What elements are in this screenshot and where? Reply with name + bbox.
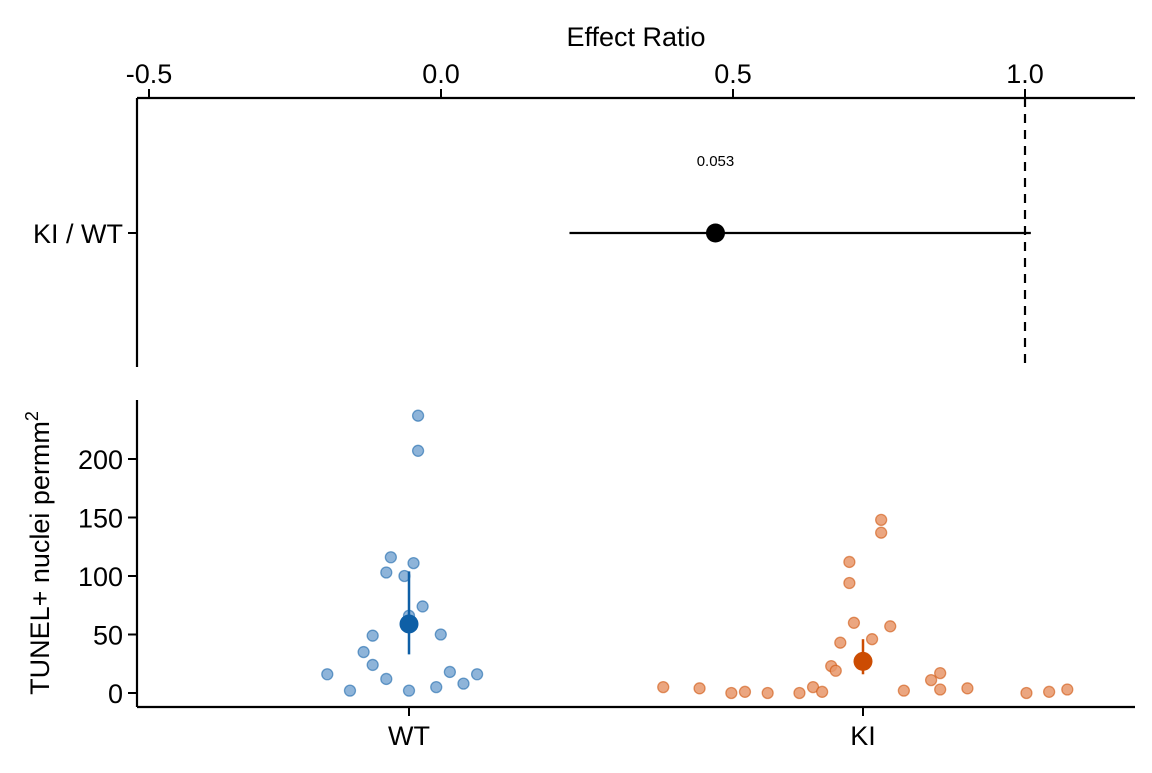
top-y-category-label: KI / WT <box>33 219 123 249</box>
ki-mean-point <box>853 651 873 671</box>
bottom-y-tick-label: 150 <box>78 504 123 534</box>
bottom-y-axis-title-superscript: 2 <box>22 411 42 421</box>
ki-data-point <box>875 526 888 539</box>
ki-data-point <box>1042 685 1056 698</box>
bottom-x-tick-label: KI <box>850 721 876 751</box>
top-x-tick-label: 0.5 <box>714 59 752 89</box>
wt-data-point <box>430 681 443 694</box>
bottom-y-tick-label: 0 <box>108 679 123 709</box>
bottom-y-axis-title: TUNEL+ nuclei permm2 <box>22 411 55 695</box>
ki-data-point <box>1020 686 1033 700</box>
wt-data-point <box>411 444 425 457</box>
ki-data-point <box>934 683 947 696</box>
ki-data-point <box>761 686 774 700</box>
ki-data-point <box>1061 683 1074 696</box>
raw-data-panel: 0 50 100 150 200 TUNEL+ nuclei permm2 WT KI <box>22 400 1135 751</box>
wt-data-point <box>457 677 470 690</box>
ki-data-point <box>693 682 706 695</box>
wt-data-point <box>416 600 429 613</box>
top-x-axis-title: Effect Ratio <box>566 22 705 52</box>
ki-data-point <box>865 633 879 646</box>
bottom-y-tick-label: 200 <box>78 445 123 475</box>
wt-data-point <box>343 684 357 697</box>
effect-point <box>705 223 725 243</box>
bottom-y-axis-title-text: TUNEL+ nuclei permm <box>25 421 55 695</box>
wt-mean-point <box>399 614 419 634</box>
wt-data-point <box>380 672 393 686</box>
bottom-y-tick-label: 100 <box>78 562 123 592</box>
ki-data-point <box>829 664 842 677</box>
wt-data-point <box>366 629 379 642</box>
ki-data-point <box>934 666 947 680</box>
ki-data-point <box>657 681 670 694</box>
top-x-tick-label: 0.0 <box>422 59 460 89</box>
wt-data-point <box>411 409 425 422</box>
ki-data-point <box>924 673 938 687</box>
wt-data-point <box>443 665 457 679</box>
ki-data-point <box>725 686 738 700</box>
wt-data-point <box>380 566 393 579</box>
ki-data-point <box>793 686 806 700</box>
ki-data-point <box>843 555 856 569</box>
wt-data-point <box>357 645 370 659</box>
ki-data-point <box>847 616 861 629</box>
wt-data-point <box>384 551 397 564</box>
ki-data-point <box>834 636 847 649</box>
ki-data-point <box>815 685 829 698</box>
effect-size-panel: -0.5 0.0 0.5 1.0 Effect Ratio KI / WT 0.053 <box>33 22 1135 367</box>
ki-data-point <box>843 576 856 590</box>
wt-data-point <box>402 684 416 697</box>
top-x-tick-label: 1.0 <box>1006 59 1044 89</box>
ki-data-point <box>875 513 888 526</box>
ki-data-point <box>897 684 911 697</box>
bottom-x-tick-label: WT <box>388 721 430 751</box>
ki-data-point <box>884 620 897 633</box>
top-x-tick-label: -0.5 <box>126 59 173 89</box>
ki-data-point <box>738 685 752 698</box>
wt-data-point <box>321 668 334 681</box>
wt-data-point <box>434 628 447 641</box>
wt-data-point <box>407 556 420 570</box>
wt-data-point <box>470 668 484 681</box>
effect-annotation: 0.053 <box>697 153 735 170</box>
wt-data-point <box>366 658 379 672</box>
ki-data-point <box>961 682 974 695</box>
bottom-y-tick-label: 50 <box>93 621 123 651</box>
